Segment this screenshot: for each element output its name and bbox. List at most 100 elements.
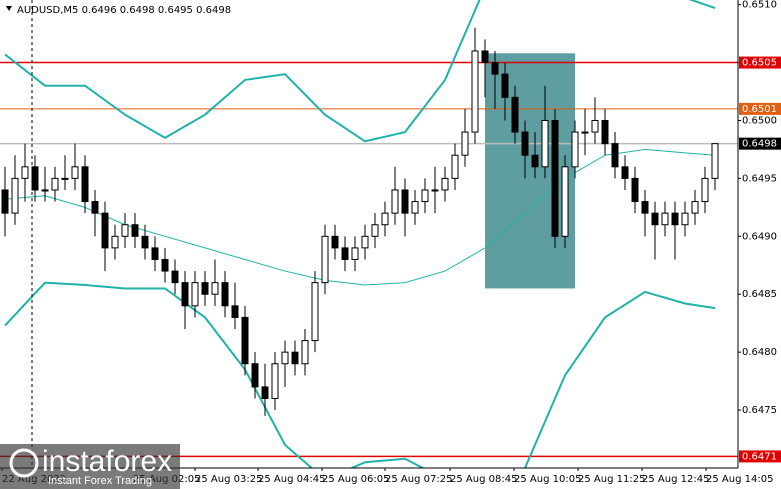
candle-body bbox=[331, 235, 339, 249]
candle-body bbox=[641, 201, 649, 214]
candle-body bbox=[311, 282, 319, 342]
candle-body bbox=[121, 224, 129, 237]
x-tick-label: 25 Aug 14:05 bbox=[706, 474, 773, 485]
candle-body bbox=[651, 212, 659, 226]
candle-body bbox=[241, 316, 249, 365]
candle-body bbox=[431, 189, 439, 192]
candle-body bbox=[111, 235, 119, 249]
candle-body bbox=[391, 189, 399, 214]
candle-body bbox=[151, 247, 159, 260]
x-tick-label: 25 Aug 11:25 bbox=[578, 474, 645, 485]
candle-body bbox=[351, 247, 359, 260]
candle-body bbox=[191, 282, 199, 307]
y-tick-label: 0.6480 bbox=[742, 347, 777, 358]
candle-body bbox=[211, 282, 219, 295]
candle-body bbox=[221, 282, 229, 307]
candle-body bbox=[621, 166, 629, 179]
x-tick-label: 25 Aug 12:45 bbox=[642, 474, 709, 485]
candle-body bbox=[231, 305, 239, 318]
candle-body bbox=[691, 201, 699, 214]
candle-body bbox=[41, 189, 49, 192]
candle-body bbox=[501, 73, 509, 98]
candle-body bbox=[271, 363, 279, 399]
price-level-box bbox=[739, 102, 781, 115]
candle-body bbox=[81, 166, 89, 203]
candle-body bbox=[711, 143, 719, 179]
candle-body bbox=[1, 189, 9, 214]
x-tick-label: 25 Aug 10:05 bbox=[514, 474, 581, 485]
candle-body bbox=[301, 340, 309, 365]
watermark-tagline: Instant Forex Trading bbox=[48, 475, 152, 487]
candle-body bbox=[261, 386, 269, 399]
candle-body bbox=[201, 282, 209, 295]
candle-body bbox=[531, 154, 539, 168]
candle-body bbox=[701, 177, 709, 203]
price-level-box bbox=[739, 56, 781, 69]
candle-body bbox=[681, 212, 689, 226]
candle-body bbox=[471, 50, 479, 133]
candle-body bbox=[161, 258, 169, 272]
candle-body bbox=[321, 235, 329, 284]
candle-body bbox=[591, 119, 599, 133]
candle-body bbox=[631, 177, 639, 203]
plot-area bbox=[0, 0, 738, 468]
candle-body bbox=[451, 154, 459, 179]
candle-body bbox=[171, 270, 179, 284]
candle-body bbox=[561, 166, 569, 237]
menu-arrow bbox=[6, 6, 12, 11]
candle-body bbox=[31, 166, 39, 191]
candle-body bbox=[131, 224, 139, 237]
candle-body bbox=[101, 212, 109, 249]
price-level-box bbox=[739, 450, 781, 463]
candle-body bbox=[11, 177, 19, 214]
chart-title: AUDUSD,M5 0.6496 0.6498 0.6495 0.6498 bbox=[17, 5, 231, 16]
y-tick-label: 0.6485 bbox=[742, 289, 777, 300]
price-level-label: 0.6498 bbox=[742, 139, 777, 150]
x-tick-label: 25 Aug 06:05 bbox=[322, 474, 389, 485]
x-tick-label: 25 Aug 07:25 bbox=[385, 474, 452, 485]
y-tick-label: 0.6510 bbox=[742, 0, 777, 11]
watermark-icon bbox=[9, 448, 39, 478]
candle-body bbox=[51, 177, 59, 191]
y-tick-label: 0.6500 bbox=[742, 115, 777, 126]
band-lower bbox=[4, 281, 716, 468]
candle-body bbox=[61, 177, 69, 180]
price-level-label: 0.6501 bbox=[742, 104, 777, 115]
price-level-box bbox=[739, 137, 781, 150]
y-tick-label: 0.6495 bbox=[742, 173, 777, 184]
candle-body bbox=[341, 247, 349, 260]
candle-body bbox=[441, 177, 449, 191]
candle-body bbox=[611, 143, 619, 168]
candle-body bbox=[481, 50, 489, 64]
candle-body bbox=[541, 119, 549, 168]
candle-body bbox=[181, 282, 189, 307]
watermark-name: instaforex bbox=[42, 445, 172, 478]
candle-body bbox=[371, 224, 379, 237]
candle-body bbox=[401, 189, 409, 214]
x-tick-label: 25 Aug 04:45 bbox=[258, 474, 325, 485]
x-tick-label: 25 Aug 03:25 bbox=[195, 474, 262, 485]
price-level-label: 0.6471 bbox=[742, 451, 777, 462]
candle-body bbox=[411, 201, 419, 214]
candle-body bbox=[581, 131, 589, 134]
candle-body bbox=[251, 363, 259, 388]
candle-body bbox=[281, 351, 289, 365]
y-tick-label: 0.6490 bbox=[742, 231, 777, 242]
price-level-label: 0.6505 bbox=[742, 58, 777, 69]
band-upper bbox=[4, 0, 716, 143]
candle-body bbox=[671, 212, 679, 226]
highlight-zone bbox=[485, 53, 575, 289]
candle-body bbox=[141, 235, 149, 249]
candle-body bbox=[461, 131, 469, 156]
candle-body bbox=[71, 166, 79, 179]
candle-body bbox=[661, 212, 669, 226]
candle-body bbox=[551, 119, 559, 237]
candle-body bbox=[361, 235, 369, 249]
candle-body bbox=[491, 62, 499, 75]
candle-body bbox=[571, 131, 579, 168]
candle-body bbox=[91, 201, 99, 214]
y-tick-label: 0.6475 bbox=[742, 405, 777, 416]
x-tick-label: 25 Aug 08:45 bbox=[450, 474, 517, 485]
